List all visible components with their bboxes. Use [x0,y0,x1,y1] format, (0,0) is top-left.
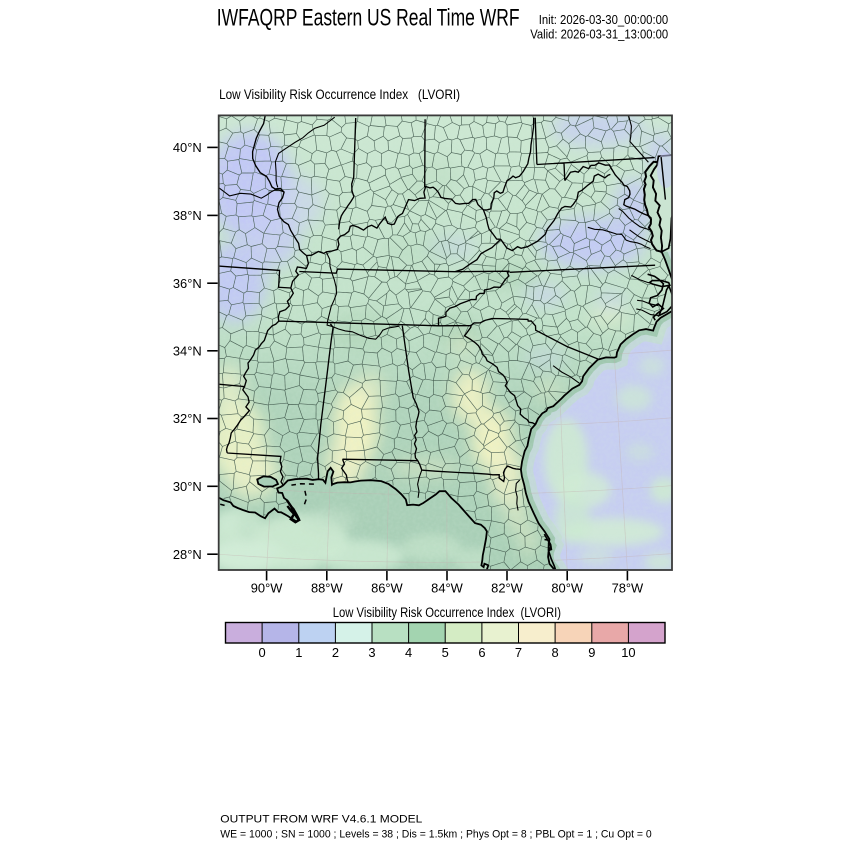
svg-text:90°W: 90°W [251,581,283,596]
svg-text:Low Visibility Risk Occurrence: Low Visibility Risk Occurrence Index (LV… [219,87,460,102]
svg-text:Init: 2026-03-30_00:00:00: Init: 2026-03-30_00:00:00 [539,12,669,27]
svg-text:28°N: 28°N [173,547,202,562]
svg-text:84°W: 84°W [431,581,463,596]
svg-text:3: 3 [368,645,375,660]
svg-text:9: 9 [588,645,595,660]
svg-text:0: 0 [259,645,266,660]
svg-text:82°W: 82°W [491,581,523,596]
svg-text:Low Visibility Risk Occurrence: Low Visibility Risk Occurrence Index (LV… [333,605,561,620]
svg-text:32°N: 32°N [173,411,202,426]
svg-text:4: 4 [405,645,412,660]
svg-text:38°N: 38°N [173,208,202,223]
svg-text:80°W: 80°W [551,581,583,596]
svg-text:86°W: 86°W [371,581,403,596]
svg-text:88°W: 88°W [311,581,343,596]
svg-text:30°N: 30°N [173,479,202,494]
svg-text:7: 7 [515,645,522,660]
svg-text:WE = 1000 ; SN = 1000 ; Levels: WE = 1000 ; SN = 1000 ; Levels = 38 ; Di… [220,829,651,841]
svg-text:40°N: 40°N [173,140,202,155]
svg-text:1: 1 [295,645,302,660]
svg-text:5: 5 [442,645,449,660]
svg-text:OUTPUT FROM WRF V4.6.1 MODEL: OUTPUT FROM WRF V4.6.1 MODEL [220,814,422,826]
svg-text:6: 6 [478,645,485,660]
svg-text:78°W: 78°W [612,581,644,596]
svg-text:10: 10 [621,645,635,660]
svg-text:IWFAQRP Eastern US Real Time W: IWFAQRP Eastern US Real Time WRF [217,5,520,32]
svg-text:8: 8 [552,645,559,660]
svg-text:Valid: 2026-03-31_13:00:00: Valid: 2026-03-31_13:00:00 [530,27,668,42]
svg-text:36°N: 36°N [173,276,202,291]
svg-text:34°N: 34°N [173,343,202,358]
svg-text:2: 2 [332,645,339,660]
